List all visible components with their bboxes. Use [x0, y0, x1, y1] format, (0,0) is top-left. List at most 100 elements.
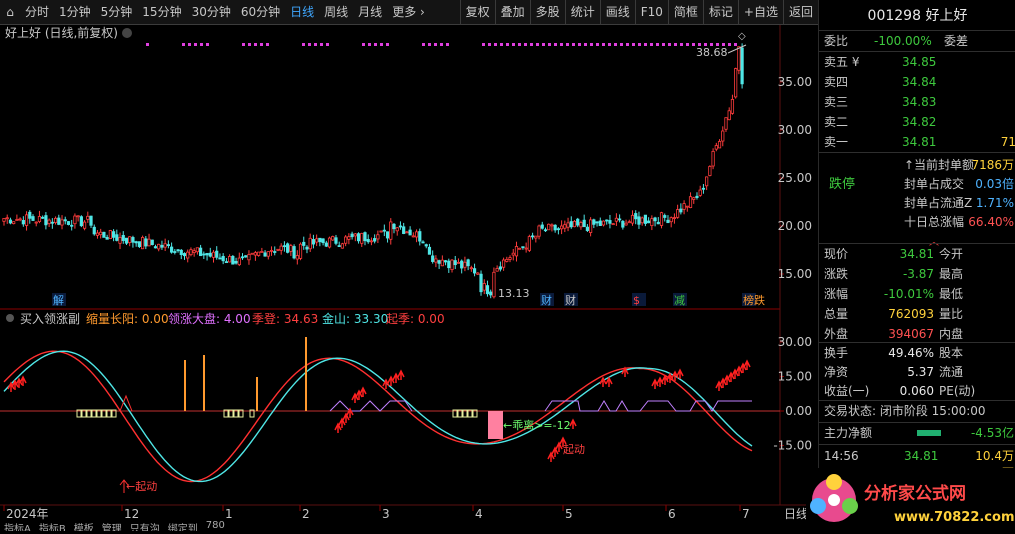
candle	[347, 236, 351, 240]
toolbar-item-4[interactable]: 30分钟	[191, 4, 231, 19]
candle	[286, 243, 290, 253]
home-icon[interactable]: ⌂	[6, 5, 14, 19]
bottom-tab-6[interactable]: 780	[205, 520, 225, 531]
candle	[656, 221, 660, 225]
candle	[292, 246, 296, 259]
candle	[598, 220, 602, 226]
stat-row-1: 净资 5.37 流通	[824, 365, 964, 379]
candle	[560, 225, 564, 230]
candle	[137, 241, 141, 247]
toolbar-item-3[interactable]: 15分钟	[142, 4, 182, 19]
candle	[469, 267, 473, 270]
red-buy-arrow	[382, 378, 390, 389]
toolbar-item-0[interactable]: 分时	[25, 4, 50, 19]
toolbar-item-9[interactable]: 更多 ›	[392, 4, 425, 19]
candle	[534, 235, 538, 239]
toolbar-item-1[interactable]: 1分钟	[59, 4, 91, 19]
toolbar-right-item-2[interactable]: 多股	[529, 0, 565, 25]
candle	[666, 219, 670, 224]
candle	[205, 253, 209, 256]
bottom-tab-0[interactable]: 指标A	[4, 524, 31, 531]
toolbar-right-item-7[interactable]: 标记	[702, 0, 738, 25]
candle	[211, 251, 216, 258]
candle	[708, 166, 712, 176]
candle	[421, 241, 425, 244]
candle	[189, 249, 193, 256]
bottom-tab-1[interactable]: 指标B	[38, 524, 66, 531]
x-axis-label: 12	[124, 507, 139, 521]
toolbar-right-item-8[interactable]: +自选	[737, 0, 783, 25]
event-marker-0: 解	[53, 293, 64, 307]
title-dropdown-icon[interactable]	[122, 28, 132, 38]
toolbar-item-2[interactable]: 5分钟	[100, 4, 133, 19]
candle	[186, 251, 190, 259]
main-net-label: 主力净额	[824, 426, 873, 440]
candle	[614, 217, 618, 222]
tick-row-0: 14:56 34.81 10.4万	[824, 449, 1014, 463]
toolbar-item-6[interactable]: 日线	[290, 4, 315, 19]
box-marker	[76, 409, 82, 418]
seal-row-1: 封单占成交 0.03倍	[904, 177, 1014, 191]
red-buy-arrow	[7, 381, 15, 392]
sell-level-3: 卖三 34.83	[824, 95, 937, 109]
toolbar-right-item-0[interactable]: 复权	[459, 0, 495, 25]
candle	[521, 246, 525, 249]
toolbar-right-item-9[interactable]: 返回	[782, 0, 818, 25]
candle	[627, 221, 631, 224]
candle	[402, 226, 406, 234]
candle	[34, 221, 38, 224]
bottom-tab-4[interactable]: 只有沟	[129, 524, 160, 531]
collapse-icon[interactable]: ︿	[929, 233, 939, 248]
candle	[411, 235, 415, 238]
toolbar-item-7[interactable]: 周线	[324, 4, 349, 19]
candle	[563, 224, 567, 229]
toolbar-right-item-1[interactable]: 叠加	[494, 0, 530, 25]
candle	[637, 216, 641, 225]
candle	[518, 247, 522, 250]
toolbar-right-item-3[interactable]: 统计	[564, 0, 600, 25]
candle	[240, 256, 245, 259]
candle	[121, 235, 125, 241]
toolbar-item-8[interactable]: 月线	[358, 4, 383, 19]
candle	[321, 238, 325, 244]
candle	[18, 218, 22, 221]
candle	[685, 205, 689, 208]
bottom-tab-2[interactable]: 模板	[73, 524, 94, 531]
red-buy-arrow	[739, 362, 747, 373]
sell-level-2: 卖二 34.82	[824, 115, 937, 129]
candle	[289, 245, 293, 252]
toolbar-right-item-4[interactable]: 画线	[599, 0, 635, 25]
candle	[108, 230, 112, 239]
indicator-tick-label: -15.00	[773, 439, 812, 453]
bottom-tabs: 指标A 指标B 模板 管理 只有沟 绑定到 780	[0, 520, 780, 531]
toolbar-right-item-6[interactable]: 简框	[667, 0, 703, 25]
candle	[356, 233, 361, 242]
candle	[279, 245, 283, 251]
candle	[215, 250, 219, 258]
candle	[724, 117, 728, 130]
bottom-tab-3[interactable]: 管理	[101, 524, 122, 531]
candle	[398, 225, 403, 228]
bottom-tab-5[interactable]: 绑定到	[167, 524, 198, 531]
candle	[589, 219, 593, 233]
price-tick-label: 20.00	[778, 219, 812, 233]
candle	[530, 235, 535, 238]
start-label-1: ←起动	[126, 480, 157, 493]
box-marker	[106, 409, 112, 418]
candle	[66, 221, 71, 225]
candle	[305, 246, 309, 250]
toolbar-right-item-5[interactable]: F10	[634, 0, 668, 25]
candle	[640, 217, 644, 224]
box-marker	[452, 409, 458, 418]
toolbar-item-5[interactable]: 60分钟	[240, 4, 281, 19]
main-net-value: -4.53亿	[970, 426, 1014, 440]
candle	[53, 217, 58, 224]
indicator-close-icon[interactable]	[6, 314, 14, 322]
candle	[266, 251, 270, 257]
red-triangle-marker	[119, 394, 133, 412]
candle	[37, 216, 42, 222]
candle	[318, 237, 322, 243]
candle	[695, 195, 699, 198]
period-label-row[interactable]: 日线	[784, 507, 809, 521]
